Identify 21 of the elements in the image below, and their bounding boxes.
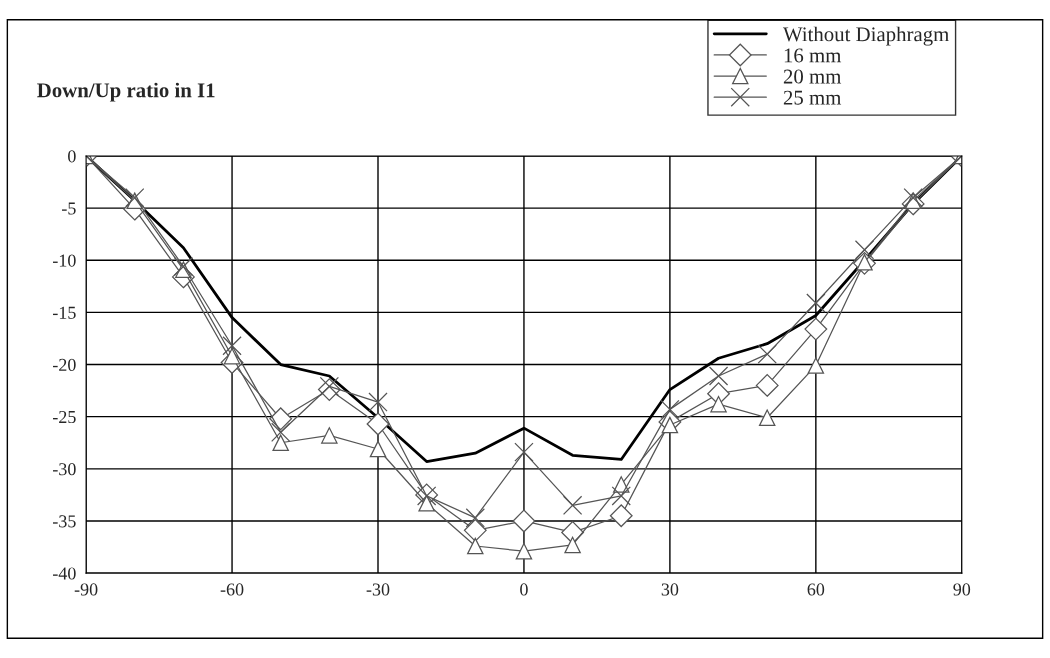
y-tick-label: -40 bbox=[52, 567, 76, 580]
x-tick-label: 60 bbox=[807, 583, 825, 596]
y-tick-label: 0 bbox=[68, 150, 76, 163]
y-tick-label: -25 bbox=[52, 410, 76, 424]
legend-label: 25 mm bbox=[783, 90, 842, 105]
y-tick-label: -30 bbox=[52, 463, 76, 476]
y-tick-label: -20 bbox=[52, 358, 76, 371]
x-tick-label: 90 bbox=[953, 583, 971, 596]
x-tick-label: -60 bbox=[220, 583, 244, 596]
legend-label: 20 mm bbox=[783, 69, 842, 84]
legend-label: Without Diaphragm bbox=[782, 26, 950, 46]
chart-title: Down/Up ratio in I1 bbox=[37, 82, 215, 102]
x-tick-label: 30 bbox=[661, 583, 679, 596]
y-tick-label: -35 bbox=[52, 515, 76, 528]
x-tick-label: 0 bbox=[520, 583, 528, 596]
y-tick-label: -10 bbox=[52, 254, 76, 267]
x-tick-label: -30 bbox=[366, 583, 390, 596]
y-tick-label: -15 bbox=[52, 306, 76, 319]
legend-label: 16 mm bbox=[784, 48, 842, 63]
x-tick-label: -90 bbox=[74, 583, 98, 596]
y-tick-label: -5 bbox=[62, 202, 76, 215]
